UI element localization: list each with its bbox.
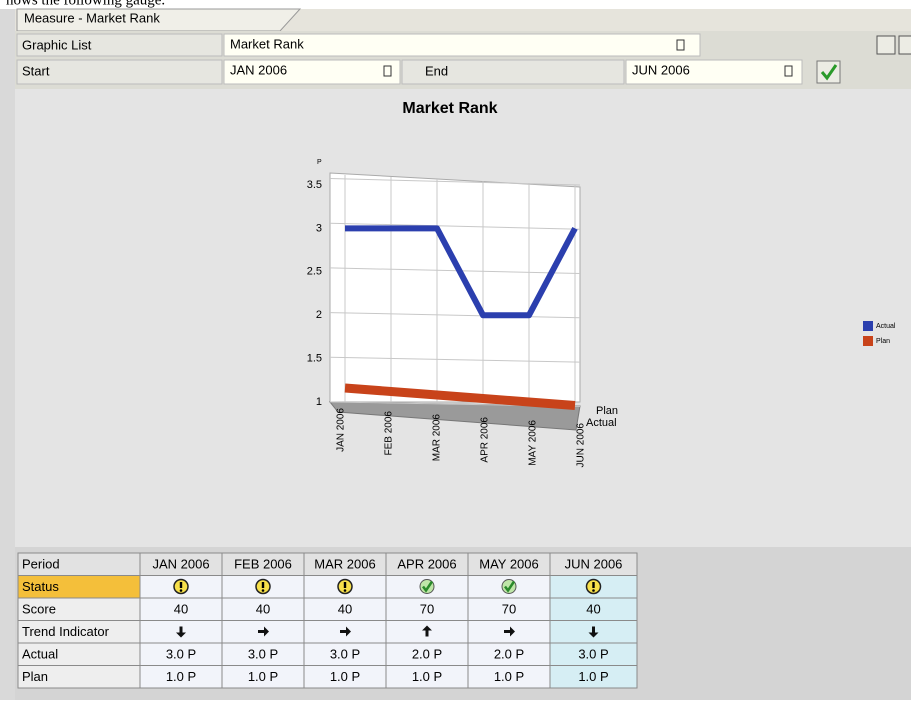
- table-value: 2.0 P: [412, 646, 442, 661]
- column-header: MAY 2006: [479, 556, 539, 571]
- table-value: 3.0 P: [330, 646, 360, 661]
- depth-label: Actual: [586, 417, 617, 429]
- depth-label: Plan: [596, 405, 618, 417]
- column-header: FEB 2006: [234, 556, 292, 571]
- grid-line: [329, 177, 581, 186]
- table-value: 3.0 P: [578, 646, 608, 661]
- form-value: JAN 2006: [230, 62, 287, 77]
- y-tick-label: 2: [316, 309, 322, 321]
- dropdown-icon[interactable]: [383, 65, 392, 77]
- form-value: JUN 2006: [632, 62, 690, 77]
- table-cell: [549, 665, 638, 689]
- column-header: MAR 2006: [314, 556, 375, 571]
- check-icon: [820, 64, 838, 81]
- grid-line: [329, 356, 581, 363]
- table-value: 70: [502, 601, 516, 616]
- label-cell: [16, 59, 223, 85]
- status-warning-dot: [179, 589, 183, 592]
- status-warning-mark: [343, 582, 347, 588]
- doc-strip: [0, 0, 911, 9]
- y-tick-label: 1: [316, 396, 322, 408]
- x-tick-label: APR 2006: [480, 417, 491, 463]
- column-header: Period: [22, 556, 60, 571]
- y-tick-label: 3: [316, 222, 322, 234]
- table-value: 40: [586, 601, 600, 616]
- legend-label: Actual: [876, 323, 896, 330]
- toolbar-button[interactable]: [876, 35, 896, 55]
- trend-arrow: [588, 626, 599, 638]
- table-value: 1.0 P: [412, 669, 442, 684]
- status-ok-mark: [422, 580, 434, 593]
- dropdown-icon[interactable]: [676, 39, 685, 51]
- series-line: [345, 225, 578, 319]
- label-cell: [401, 59, 625, 85]
- y-tick-label: 1.5: [307, 353, 322, 365]
- confirm-button[interactable]: [816, 60, 841, 84]
- x-tick-label: MAR 2006: [432, 414, 443, 462]
- trend-arrow: [258, 626, 269, 637]
- row-header: Score: [22, 601, 56, 616]
- status-warning-mark: [179, 582, 183, 588]
- x-tick-label: JUN 2006: [576, 423, 587, 468]
- column-header: APR 2006: [397, 556, 456, 571]
- date-field[interactable]: [223, 59, 401, 85]
- grid-line: [329, 312, 581, 319]
- column-header: JUN 2006: [565, 556, 623, 571]
- date-field[interactable]: [625, 59, 803, 85]
- row-header: Status: [22, 579, 59, 594]
- status-warning-mark: [261, 582, 265, 588]
- form-label: Graphic List: [22, 37, 92, 52]
- table-value: 1.0 P: [330, 669, 360, 684]
- grid-line: [329, 267, 581, 275]
- chart-title: Market Rank: [402, 100, 497, 117]
- y-tick-label: 3.5: [307, 179, 322, 191]
- status-warning-dot: [343, 589, 347, 592]
- trend-arrow: [340, 626, 351, 637]
- trend-arrow: [504, 626, 515, 637]
- select-field[interactable]: [223, 33, 701, 57]
- row-header: Plan: [22, 669, 48, 684]
- table-value: 1.0 P: [248, 669, 278, 684]
- series-line: [344, 383, 576, 410]
- table-value: 1.0 P: [494, 669, 524, 684]
- status-warning-dot: [592, 589, 595, 592]
- form-label: Start: [22, 63, 50, 78]
- table-value: 40: [256, 601, 270, 616]
- table-value: 70: [420, 601, 434, 616]
- row-header: Actual: [22, 646, 58, 661]
- label-cell: [16, 33, 223, 57]
- legend-swatch: [863, 336, 873, 346]
- table-value: 3.0 P: [248, 646, 278, 661]
- toolbar-button[interactable]: [898, 35, 911, 55]
- x-tick-label: FEB 2006: [384, 411, 395, 456]
- table-value: 2.0 P: [494, 646, 524, 661]
- intro-text: hows the following gauge.: [6, 0, 165, 8]
- y-tick-label: 2.5: [307, 266, 322, 278]
- tab-label: Measure - Market Rank: [24, 10, 160, 25]
- grid-line: [329, 222, 581, 230]
- form-value: Market Rank: [230, 36, 304, 51]
- form-label: End: [425, 63, 448, 78]
- status-warning-dot: [261, 589, 265, 592]
- status-ok-mark: [504, 580, 516, 593]
- dropdown-icon[interactable]: [784, 65, 793, 77]
- table-value: 3.0 P: [166, 646, 196, 661]
- table-value: 1.0 P: [166, 669, 196, 684]
- legend-swatch: [863, 321, 873, 331]
- status-warning-mark: [592, 582, 595, 588]
- x-tick-label: MAY 2006: [528, 420, 539, 466]
- table-value: 40: [174, 601, 188, 616]
- table-value: 1.0 P: [578, 669, 608, 684]
- trend-arrow: [422, 625, 432, 637]
- column-header: JAN 2006: [152, 556, 209, 571]
- table-value: 40: [338, 601, 352, 616]
- x-tick-label: JAN 2006: [336, 408, 347, 452]
- y-axis-label: P: [317, 159, 322, 166]
- trend-arrow: [176, 626, 186, 638]
- legend-label: Plan: [876, 338, 890, 345]
- row-header: Trend Indicator: [22, 624, 110, 639]
